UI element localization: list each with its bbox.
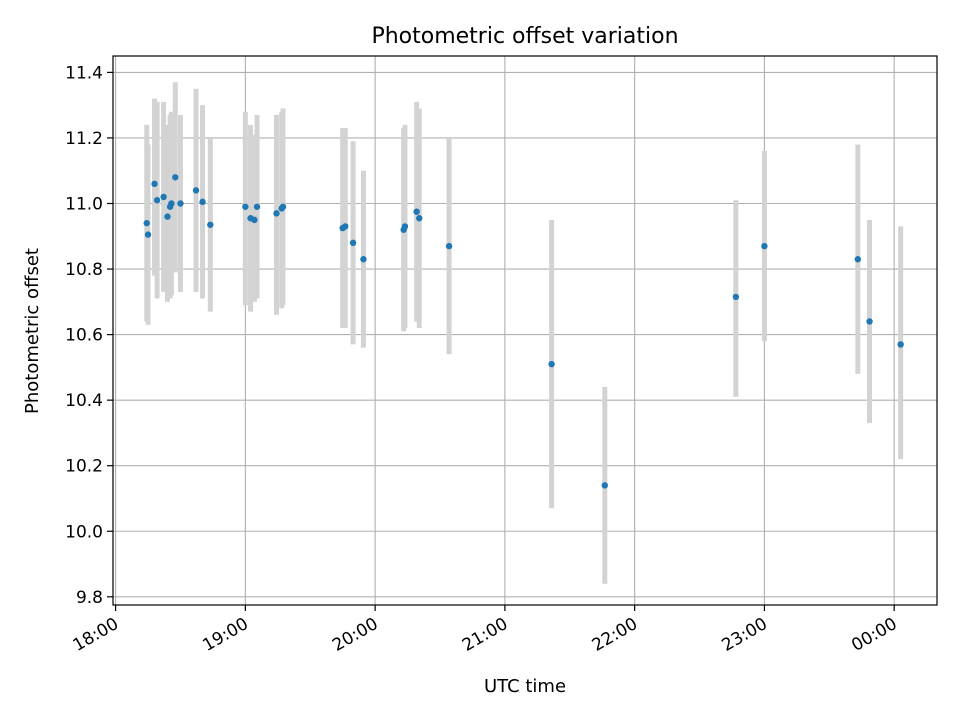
y-tick-label: 10.8 xyxy=(65,260,103,280)
data-point xyxy=(172,174,179,181)
y-tick-label: 10.2 xyxy=(65,457,103,477)
data-point xyxy=(401,223,409,230)
plot-frame xyxy=(112,55,938,606)
data-point xyxy=(854,256,862,263)
data-point xyxy=(349,239,357,247)
y-tick-label: 11.0 xyxy=(65,194,103,214)
y-tick-label: 10.4 xyxy=(65,391,103,411)
y-tick-label: 11.4 xyxy=(65,63,103,83)
data-point xyxy=(160,193,167,201)
chart-title: Photometric offset variation xyxy=(371,24,678,49)
y-tick-label: 11.2 xyxy=(65,129,103,149)
data-point xyxy=(153,197,161,204)
data-point xyxy=(192,187,200,194)
data-point xyxy=(445,242,453,250)
data-point xyxy=(413,208,420,215)
data-point xyxy=(273,210,280,217)
data-point xyxy=(732,293,740,301)
data-point xyxy=(199,198,206,206)
data-point xyxy=(342,223,349,230)
y-axis-label: Photometric offset xyxy=(22,248,43,414)
y-tick-label: 9.8 xyxy=(76,588,103,608)
x-axis-label: UTC time xyxy=(484,676,566,697)
data-point xyxy=(164,213,171,220)
data-point xyxy=(761,242,768,250)
y-tick-label: 10.0 xyxy=(65,522,103,542)
data-point xyxy=(151,180,158,188)
y-tick-label: 10.6 xyxy=(65,326,103,346)
data-point xyxy=(548,360,555,368)
data-point xyxy=(251,216,258,224)
data-point xyxy=(144,231,152,238)
data-point xyxy=(866,318,873,325)
data-point xyxy=(279,203,287,210)
data-point xyxy=(177,200,184,207)
data-point xyxy=(601,482,609,489)
data-point xyxy=(360,256,367,263)
data-point xyxy=(207,221,214,228)
data-point xyxy=(168,200,175,207)
data-point xyxy=(253,203,261,210)
y-axis-ticks: 9.8 10.0 10.2 10.4 10.6 10.8 11.0 11.2 11.4 xyxy=(65,63,113,608)
data-point xyxy=(897,341,904,348)
data-points xyxy=(143,174,904,489)
data-point xyxy=(242,203,249,210)
data-point xyxy=(143,219,150,227)
data-point xyxy=(416,215,423,222)
